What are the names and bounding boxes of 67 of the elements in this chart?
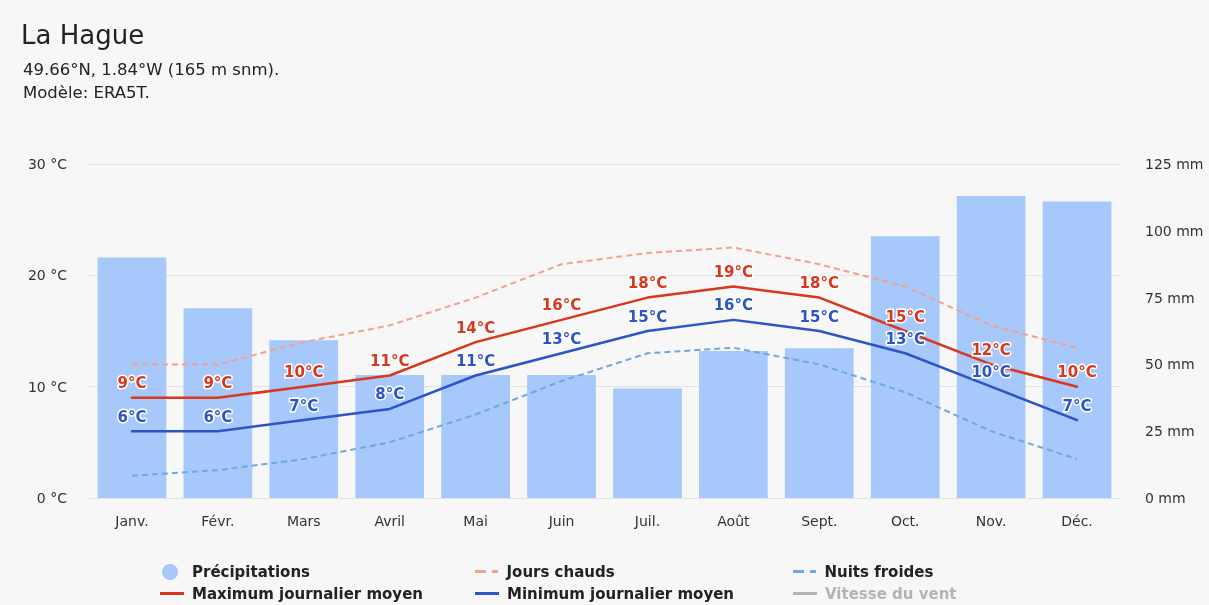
data-label: 15°C <box>885 307 925 326</box>
data-label: 14°C <box>455 318 496 337</box>
data-label: 7°C <box>1062 396 1092 415</box>
bar <box>97 257 167 498</box>
bar <box>441 375 510 498</box>
x-tick-label: Févr. <box>201 513 235 529</box>
data-label: 6°C <box>203 407 233 426</box>
data-label: 9°C <box>203 374 233 393</box>
data-label: 18°C <box>799 274 839 293</box>
data-label: 8°C <box>375 385 405 404</box>
data-label: 19°C <box>713 262 754 281</box>
x-tick-label: Janv. <box>114 513 149 529</box>
x-tick-label: Juil. <box>633 513 661 529</box>
chart-subtitle: 49.66°N, 1.84°W (165 m snm). <box>23 60 280 79</box>
x-tick-label: Juin <box>547 513 575 529</box>
legend-label: Précipitations <box>192 563 311 581</box>
data-label: 16°C <box>713 296 754 315</box>
x-tick-label: Août <box>717 513 751 529</box>
bar <box>613 388 682 498</box>
y-tick-label: 0 °C <box>36 490 68 506</box>
x-tick-label: Mars <box>286 513 321 529</box>
x-tick-label: Sept. <box>801 513 838 529</box>
data-label: 13°C <box>885 329 925 348</box>
legend-label: Nuits froides <box>824 562 934 581</box>
data-label: 10°C <box>971 363 1011 382</box>
data-label: 15°C <box>799 307 839 326</box>
data-label: 15°C <box>627 307 668 326</box>
y-tick-label: 20 °C <box>27 267 68 284</box>
bar <box>183 308 253 498</box>
bar <box>784 348 854 498</box>
y2-tick-label: 50 mm <box>1145 356 1195 373</box>
legend-label: Vitesse du vent <box>825 584 957 603</box>
bar <box>699 351 768 498</box>
bar <box>956 196 1026 498</box>
legend-label: Minimum journalier moyen <box>507 584 735 603</box>
x-tick-label: Oct. <box>890 513 920 529</box>
data-label: 7°C <box>289 396 319 415</box>
legend-label: Jours chauds <box>505 562 615 581</box>
text: Modèle: ERA5T. <box>23 83 150 102</box>
chart-title: La Hague <box>21 20 145 50</box>
data-label: 11°C <box>370 352 410 371</box>
data-label: 10°C <box>284 363 324 382</box>
bar <box>527 375 596 498</box>
data-label: 18°C <box>627 274 668 293</box>
y-tick-label: 10 °C <box>27 378 68 395</box>
data-label: 10°C <box>1057 363 1097 382</box>
x-tick-label: Déc. <box>1061 513 1093 529</box>
x-tick-label: Nov. <box>975 513 1007 529</box>
data-label: 12°C <box>971 340 1011 359</box>
x-tick-label: Avril <box>374 513 405 529</box>
data-label: 6°C <box>117 407 147 426</box>
y-tick-label: 30 °C <box>27 156 68 172</box>
y2-tick-label: 0 mm <box>1145 490 1186 506</box>
line-series <box>130 246 1079 366</box>
y2-tick-label: 75 mm <box>1145 289 1195 306</box>
bar <box>1042 201 1112 498</box>
legend-label: Maximum journalier moyen <box>192 584 423 603</box>
bar <box>355 375 425 498</box>
data-label: 16°C <box>541 296 582 315</box>
y2-tick-label: 100 mm <box>1145 222 1204 239</box>
data-label: 13°C <box>541 329 582 348</box>
y2-tick-label: 125 mm <box>1145 156 1204 172</box>
data-label: 11°C <box>455 352 496 371</box>
y2-tick-label: 25 mm <box>1145 423 1195 440</box>
data-label: 9°C <box>117 374 147 393</box>
bar <box>870 236 940 498</box>
x-tick-label: Mai <box>463 513 488 529</box>
